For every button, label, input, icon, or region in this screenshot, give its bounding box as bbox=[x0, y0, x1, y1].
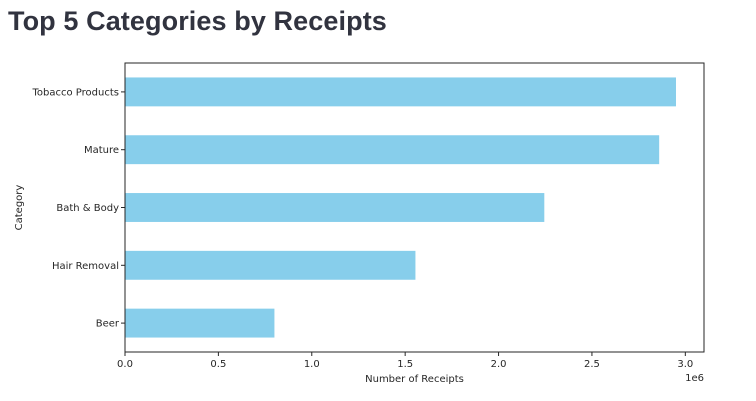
x-tick-label: 1.5 bbox=[397, 359, 413, 370]
x-tick-label: 0.5 bbox=[210, 359, 226, 370]
x-tick-label: 3.0 bbox=[677, 359, 693, 370]
bar bbox=[125, 193, 545, 222]
y-axis-label: Category bbox=[14, 185, 25, 231]
plot-frame bbox=[124, 62, 705, 353]
bar bbox=[125, 308, 275, 338]
x-axis-offset-text: 1e6 bbox=[685, 373, 704, 384]
x-tick-label: 2.0 bbox=[491, 359, 507, 370]
bar bbox=[125, 77, 676, 107]
bars-layer bbox=[125, 77, 676, 338]
bar bbox=[125, 135, 660, 165]
y-tick-label: Bath & Body bbox=[56, 203, 119, 214]
x-tick-label: 2.5 bbox=[584, 359, 600, 370]
x-tick-label: 0.0 bbox=[117, 359, 133, 370]
x-axis-label: Number of Receipts bbox=[365, 374, 464, 385]
y-tick-label: Tobacco Products bbox=[32, 87, 119, 98]
y-axis-ticks: Tobacco Products Mature Bath & Body Hair Re… bbox=[32, 87, 125, 330]
x-tick-label: 1.0 bbox=[304, 359, 320, 370]
x-axis-ticks: 0.0 0.5 1.0 1.5 2.0 2.5 3.0 bbox=[117, 352, 693, 370]
y-tick-label: Beer bbox=[96, 319, 120, 330]
y-tick-label: Hair Removal bbox=[52, 261, 119, 272]
page-title: Top 5 Categories by Receipts bbox=[8, 6, 387, 36]
bar bbox=[125, 250, 416, 280]
y-tick-label: Mature bbox=[84, 145, 119, 156]
